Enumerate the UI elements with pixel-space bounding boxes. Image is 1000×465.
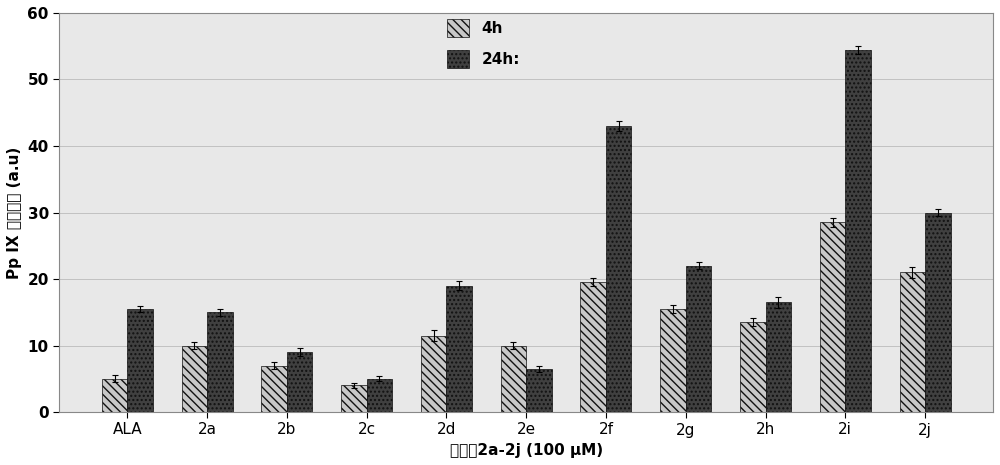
Bar xyxy=(501,345,526,412)
Bar xyxy=(446,286,472,412)
Bar xyxy=(845,50,871,412)
Bar xyxy=(766,302,791,412)
Y-axis label: Pp IX 荧光强度 (a.u): Pp IX 荧光强度 (a.u) xyxy=(7,146,22,279)
Bar xyxy=(207,312,233,412)
Bar xyxy=(341,385,367,412)
X-axis label: 化合物2a-2j (100 μM): 化合物2a-2j (100 μM) xyxy=(450,443,603,458)
Bar xyxy=(925,213,951,412)
Bar xyxy=(606,126,631,412)
Bar xyxy=(421,336,446,412)
Bar xyxy=(367,379,392,412)
Bar xyxy=(526,369,552,412)
Legend: 4h, 24h:: 4h, 24h: xyxy=(440,13,526,74)
Bar xyxy=(660,309,686,412)
Bar xyxy=(127,309,153,412)
Bar xyxy=(686,266,711,412)
Bar xyxy=(102,379,127,412)
Bar xyxy=(820,222,845,412)
Bar xyxy=(261,365,287,412)
Bar xyxy=(900,272,925,412)
Bar xyxy=(287,352,312,412)
Bar xyxy=(182,345,207,412)
Bar xyxy=(580,282,606,412)
Bar xyxy=(740,322,766,412)
